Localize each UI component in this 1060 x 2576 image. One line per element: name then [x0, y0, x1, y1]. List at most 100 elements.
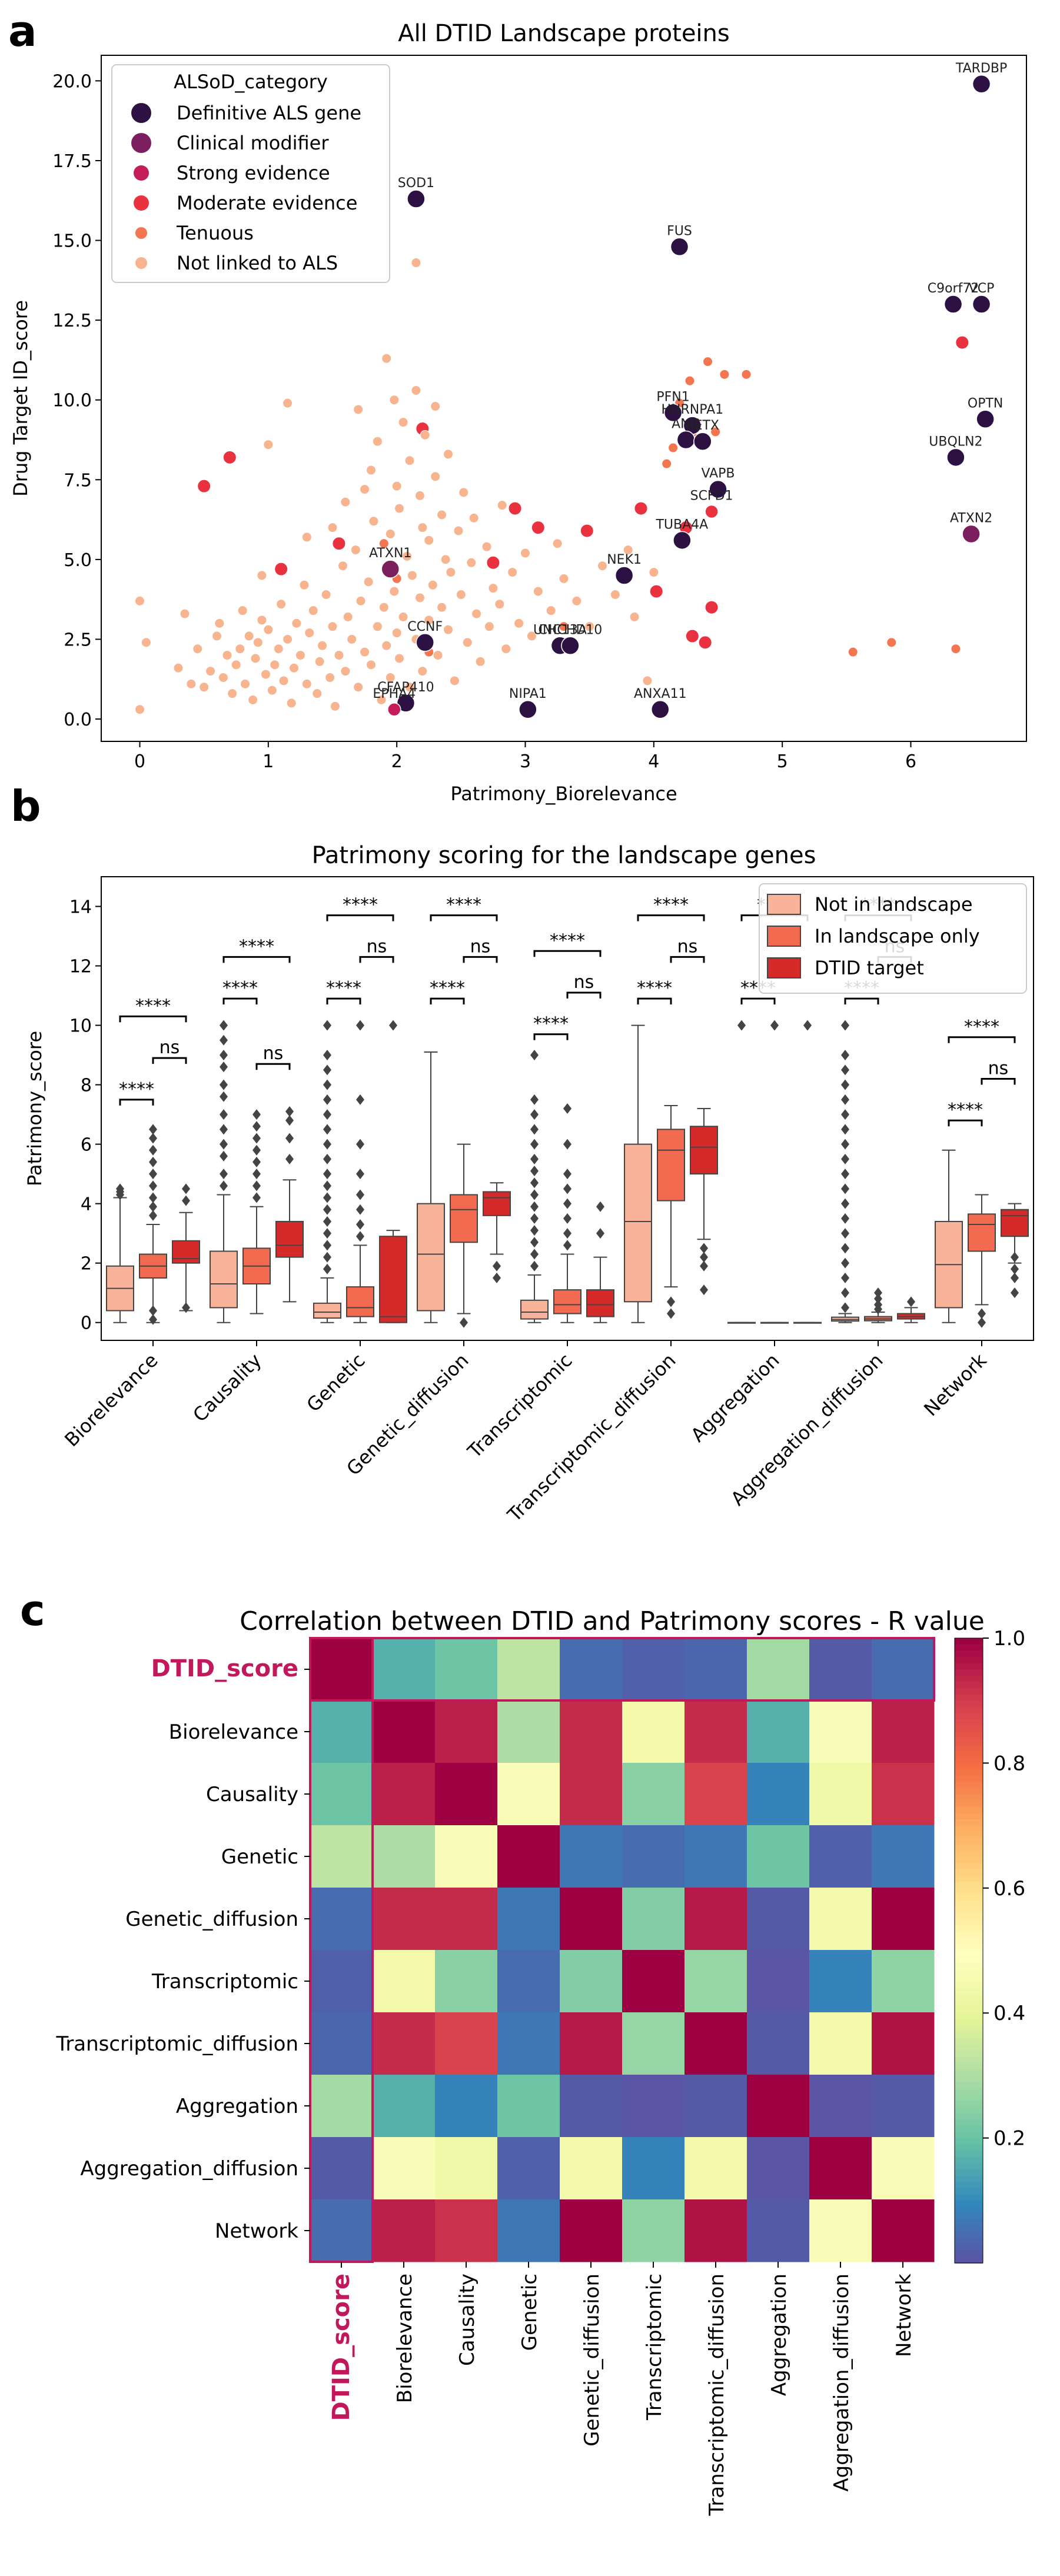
scatter-point [446, 567, 456, 578]
scatter-point [404, 682, 415, 693]
box-outlier [356, 1219, 364, 1230]
scatter-point [240, 678, 251, 689]
scatter-point [244, 631, 254, 641]
box-transcriptomic-in-landscape-only [553, 1103, 581, 1323]
scatter-point [378, 538, 389, 549]
heatmap-cell-biorelevance-genetic [497, 1700, 560, 1763]
colorbar-segment [955, 2238, 983, 2245]
box-transcriptomic-diffusion-dtid-target [690, 1108, 718, 1296]
box-outlier [530, 1225, 539, 1236]
box-outlier [220, 1124, 228, 1135]
scatter-point [214, 618, 225, 628]
box-outlier [252, 1144, 261, 1156]
scatter-point [417, 666, 428, 677]
legend-label-clinical-modifier: Clinical modifier [177, 132, 329, 154]
heatmap-cell-aggregation-diffusion-genetic-diffusion [560, 2137, 623, 2200]
colorbar-segment [955, 1932, 983, 1939]
colorbar-segment [955, 1913, 983, 1920]
y-tick-label: 5.0 [64, 550, 92, 571]
box-aggregation-diffusion-not-in-landscape [831, 1020, 859, 1323]
scatter-point-fus [670, 237, 689, 257]
box-outlier [356, 1231, 364, 1242]
scatter-point-label: ATXN2 [950, 511, 992, 525]
scatter-point [580, 524, 594, 538]
scatter-point [343, 611, 353, 622]
box-outlier [563, 1183, 571, 1194]
heatmap-cell-genetic-biorelevance [373, 1825, 436, 1888]
significance-label: **** [637, 978, 672, 999]
heatmap-col-label-dtid-score: DTID_score [328, 2274, 355, 2421]
box-genetic-not-in-landscape [313, 1020, 341, 1323]
box-outlier [356, 1204, 364, 1215]
box-body [657, 1129, 685, 1202]
box-body [968, 1213, 996, 1252]
scatter-point [286, 698, 297, 708]
scatter-point-label: CFAP410 [377, 680, 434, 695]
significance-label: **** [119, 1079, 154, 1100]
colorbar-segment [955, 1669, 983, 1676]
scatter-point [552, 538, 563, 549]
heatmap-cell-causality-aggregation-diffusion [809, 1763, 872, 1826]
legend-label-not-linked-to-als: Not linked to ALS [177, 252, 338, 274]
box-outlier [841, 1213, 849, 1224]
scatter-point [257, 615, 267, 625]
colorbar-segment [955, 2150, 983, 2158]
significance-bracket [637, 914, 705, 921]
heatmap-cell-causality-transcriptomic-diffusion [684, 1763, 747, 1826]
heatmap-cell-aggregation-aggregation-diffusion [809, 2075, 872, 2138]
significance-label: **** [430, 978, 465, 999]
box-outlier [460, 1317, 468, 1328]
scatter-point [237, 605, 248, 616]
box-outlier [323, 1252, 331, 1263]
scatter-point [402, 551, 413, 561]
colorbar-segment [955, 2200, 983, 2208]
colorbar-segment [955, 1863, 983, 1870]
heatmap-row-label-genetic: Genetic [221, 1845, 298, 1869]
box-outlier [841, 1094, 849, 1105]
box-outlier [220, 1061, 228, 1073]
colorbar-segment [955, 2113, 983, 2120]
x-tick-label: 1 [262, 751, 274, 772]
scatter-point [389, 586, 400, 597]
box-outlier [323, 1124, 331, 1135]
scatter-point [514, 618, 524, 628]
scatter-panel: All DTID Landscape proteins TARDBP SOD1 FU… [9, 20, 1027, 805]
y-tick-label: 4 [81, 1194, 92, 1215]
box-outlier [356, 1189, 364, 1200]
scatter-point [411, 385, 421, 395]
heatmap-row-label-network: Network [215, 2219, 298, 2243]
scatter-point [301, 532, 312, 543]
colorbar-segment [955, 1650, 983, 1658]
colorbar-segment [955, 2032, 983, 2039]
scatter-point-label: ANXA11 [634, 687, 687, 701]
box-outlier [978, 1308, 986, 1319]
heatmap-cell-biorelevance-aggregation [747, 1700, 810, 1763]
scatter-point-atxn2 [962, 524, 981, 544]
heatmap-cell-genetic-network [872, 1825, 935, 1888]
heatmap-cell-transcriptomic-genetic-diffusion [560, 1950, 623, 2013]
box-outlier [874, 1293, 882, 1304]
box-body [275, 1220, 304, 1258]
scatter-point [235, 644, 245, 654]
colorbar-segment [955, 1675, 983, 1683]
scatter-point [449, 675, 460, 686]
scatter-point [497, 500, 507, 511]
box-aggregation-not-in-landscape [727, 1020, 756, 1324]
scatter-point-chchd10 [561, 636, 580, 655]
heatmap-cell-aggregation-network [872, 2075, 935, 2138]
box-outlier [700, 1243, 708, 1254]
heatmap-cell-transcriptomic-biorelevance [373, 1950, 436, 2013]
colorbar-segment [955, 2125, 983, 2132]
heatmap-cell-dtid-score-genetic [497, 1638, 560, 1701]
colorbar-segment [955, 1869, 983, 1876]
colorbar-segment [955, 1769, 983, 1776]
scatter-point [301, 678, 312, 689]
heatmap-row-label-transcriptomic-diffusion: Transcriptomic_diffusion [56, 2032, 298, 2056]
box-outlier [841, 1302, 849, 1313]
colorbar-segment [955, 1832, 983, 1839]
box-body [417, 1203, 445, 1312]
scatter-point [218, 673, 228, 683]
significance-bracket [152, 1057, 187, 1064]
box-outlier [220, 1020, 228, 1031]
heatmap-cell-network-aggregation-diffusion [809, 2199, 872, 2262]
